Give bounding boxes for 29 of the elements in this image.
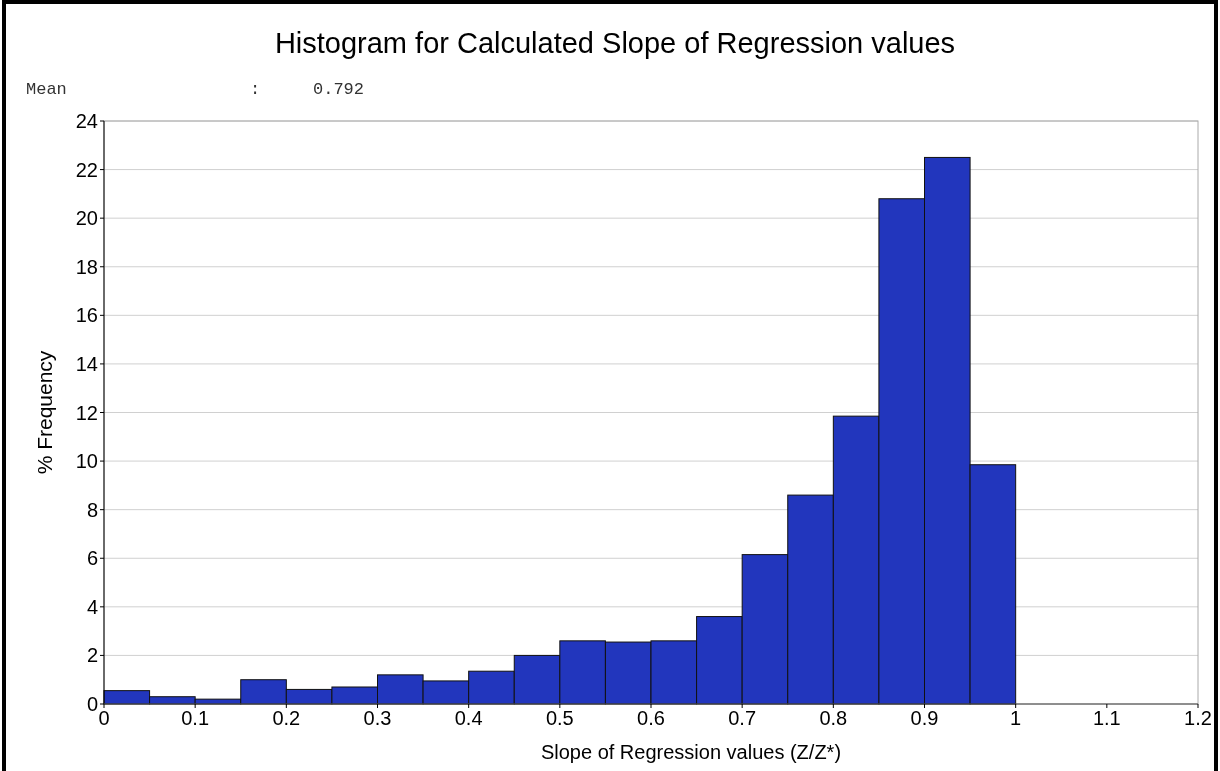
y-tick-label: 14 (75, 352, 98, 375)
y-tick-label: 22 (75, 158, 98, 181)
x-tick-label: 1 (1010, 707, 1022, 729)
y-tick-label: 10 (75, 450, 98, 473)
x-tick-label: 0.4 (454, 707, 483, 729)
y-tick-label: 12 (75, 401, 98, 424)
y-tick-label: 24 (75, 110, 98, 132)
y-tick-label: 16 (75, 304, 98, 327)
x-tick-label: 0.8 (819, 707, 848, 729)
y-tick-label: 20 (75, 207, 98, 230)
x-tick-label: 0.6 (637, 707, 665, 729)
y-tick-label: 8 (86, 498, 98, 521)
x-tick-label: 0.3 (363, 707, 392, 729)
x-axis-title: Slope of Regression values (Z/Z*) (540, 741, 842, 763)
y-tick-label: 4 (86, 595, 98, 618)
x-tick-label: 0.1 (181, 707, 210, 729)
x-tick-label: 0.7 (728, 707, 757, 729)
y-tick-label: 2 (86, 644, 98, 667)
y-tick-label: 0 (86, 693, 98, 715)
y-tick-label: 18 (75, 255, 98, 278)
y-axis-title: % Frequency (33, 350, 56, 475)
x-tick-label: 1.2 (1184, 707, 1212, 729)
chart-title: Histogram for Calculated Slope of Regression values (274, 27, 956, 59)
y-tick-label: 6 (86, 547, 98, 570)
x-tick-label: 0.9 (910, 707, 939, 729)
x-tick-label: 0.5 (545, 707, 574, 729)
x-tick-label: 1.1 (1092, 707, 1121, 729)
text: Mean : 0.792 (26, 80, 365, 99)
x-tick-label: 0.2 (272, 707, 301, 729)
